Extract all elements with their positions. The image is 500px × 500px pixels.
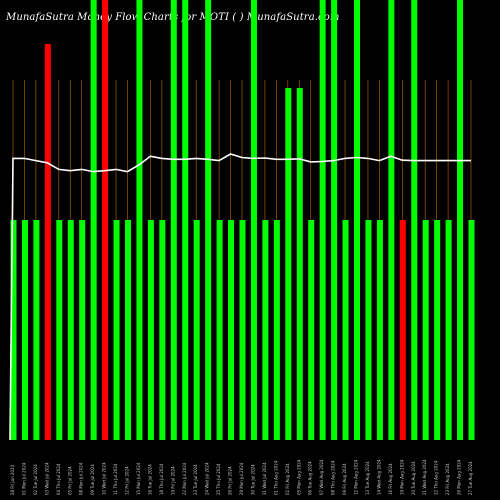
bar-15 bbox=[182, 0, 189, 440]
bar-0 bbox=[10, 220, 17, 440]
tick-label-15: 22 Mon Jul 2024 bbox=[182, 462, 187, 495]
bar-27 bbox=[319, 0, 326, 440]
tick-label-40: 27 Tue Aug 2024 bbox=[468, 461, 473, 495]
tick-label-11: 15 Mon Jul 2024 bbox=[136, 462, 141, 495]
bar-32 bbox=[376, 220, 383, 440]
tick-label-10: 12 Fri Jul 2024 bbox=[125, 466, 130, 495]
bar-18 bbox=[216, 220, 223, 440]
bar-16 bbox=[193, 220, 200, 440]
bar-13 bbox=[159, 220, 166, 440]
tick-label-37: 22 Thu Aug 2024 bbox=[434, 460, 439, 495]
tick-label-14: 19 Fri Jul 2024 bbox=[170, 466, 175, 495]
tick-label-34: 19 Mon Aug 2024 bbox=[399, 459, 404, 495]
bar-38 bbox=[445, 220, 452, 440]
tick-label-29: 09 Fri Aug 2024 bbox=[342, 463, 347, 495]
tick-label-9: 11 Thu Jul 2024 bbox=[113, 463, 118, 495]
tick-label-16: 23 Tue Jul 2024 bbox=[193, 464, 198, 495]
bar-7 bbox=[90, 0, 97, 440]
tick-label-6: 08 Mon Jul 2024 bbox=[79, 462, 84, 495]
bar-40 bbox=[468, 220, 475, 440]
bar-28 bbox=[331, 0, 338, 440]
tick-label-17: 24 Wed Jul 2024 bbox=[205, 462, 210, 495]
bar-24 bbox=[285, 88, 292, 440]
tick-label-35: 20 Tue Aug 2024 bbox=[411, 461, 416, 495]
bar-12 bbox=[147, 220, 154, 440]
bar-14 bbox=[170, 0, 177, 440]
bar-26 bbox=[308, 220, 315, 440]
tick-label-21: 30 Tue Jul 2024 bbox=[250, 464, 255, 495]
bar-8 bbox=[102, 0, 109, 440]
tick-label-39: 26 Mon Aug 2024 bbox=[457, 459, 462, 495]
bar-6 bbox=[79, 220, 86, 440]
tick-label-24: 02 Fri Aug 2024 bbox=[285, 463, 290, 495]
tick-label-18: 25 Thu Jul 2024 bbox=[216, 463, 221, 495]
tick-label-13: 18 Thu Jul 2024 bbox=[159, 463, 164, 495]
tick-label-3: 03 Wed Jul 2024 bbox=[44, 462, 49, 495]
tick-label-19: 26 Fri Jul 2024 bbox=[228, 466, 233, 495]
bar-1 bbox=[21, 220, 28, 440]
bar-4 bbox=[56, 220, 63, 440]
tick-label-0: 28 Fri Jun 2024 bbox=[10, 464, 15, 495]
tick-label-26: 06 Tue Aug 2024 bbox=[308, 461, 313, 495]
tick-label-23: 01 Thu Aug 2024 bbox=[273, 460, 278, 495]
bar-39 bbox=[457, 0, 464, 440]
bar-33 bbox=[388, 0, 395, 440]
tick-label-38: 23 Fri Aug 2024 bbox=[445, 463, 450, 495]
bar-21 bbox=[250, 0, 257, 440]
series-line bbox=[9, 153, 471, 441]
bar-25 bbox=[296, 88, 303, 440]
tick-label-7: 09 Tue Jul 2024 bbox=[90, 464, 95, 495]
bar-10 bbox=[125, 220, 131, 440]
bar-30 bbox=[354, 0, 360, 440]
bar-9 bbox=[113, 220, 120, 440]
tick-label-22: 31 Wed Jul 2024 bbox=[262, 462, 267, 495]
tick-label-5: 05 Fri Jul 2024 bbox=[67, 466, 72, 495]
bar-19 bbox=[228, 220, 235, 440]
tick-label-36: 21 Wed Aug 2024 bbox=[422, 459, 427, 495]
tick-label-25: 05 Mon Aug 2024 bbox=[296, 459, 301, 495]
bar-23 bbox=[273, 220, 280, 440]
tick-label-1: 01 Mon Jul 2024 bbox=[21, 462, 26, 495]
tick-label-28: 08 Thu Aug 2024 bbox=[331, 460, 336, 495]
tick-label-4: 04 Thu Jul 2024 bbox=[56, 463, 61, 495]
bar-29 bbox=[342, 220, 349, 440]
bar-3 bbox=[44, 44, 51, 440]
bar-22 bbox=[262, 220, 269, 440]
tick-label-20: 29 Mon Jul 2024 bbox=[239, 462, 244, 495]
bar-37 bbox=[434, 220, 441, 440]
tick-label-12: 16 Tue Jul 2024 bbox=[147, 464, 152, 495]
tick-label-2: 02 Tue Jul 2024 bbox=[33, 464, 38, 495]
bar-11 bbox=[136, 0, 143, 440]
tick-label-32: 14 Wed Aug 2024 bbox=[376, 459, 381, 495]
bar-2 bbox=[33, 220, 40, 440]
bar-5 bbox=[67, 220, 74, 440]
bar-31 bbox=[365, 220, 372, 440]
tick-label-27: 07 Wed Aug 2024 bbox=[319, 459, 324, 495]
bar-20 bbox=[239, 220, 246, 440]
tick-label-33: 16 Fri Aug 2024 bbox=[388, 463, 393, 495]
bar-34 bbox=[399, 220, 406, 440]
tick-label-8: 10 Wed Jul 2024 bbox=[102, 462, 107, 495]
tick-label-31: 13 Tue Aug 2024 bbox=[365, 461, 370, 495]
tick-label-30: 12 Mon Aug 2024 bbox=[354, 459, 359, 495]
bar-35 bbox=[411, 0, 418, 440]
bar-17 bbox=[205, 0, 212, 440]
bar-36 bbox=[422, 220, 429, 440]
